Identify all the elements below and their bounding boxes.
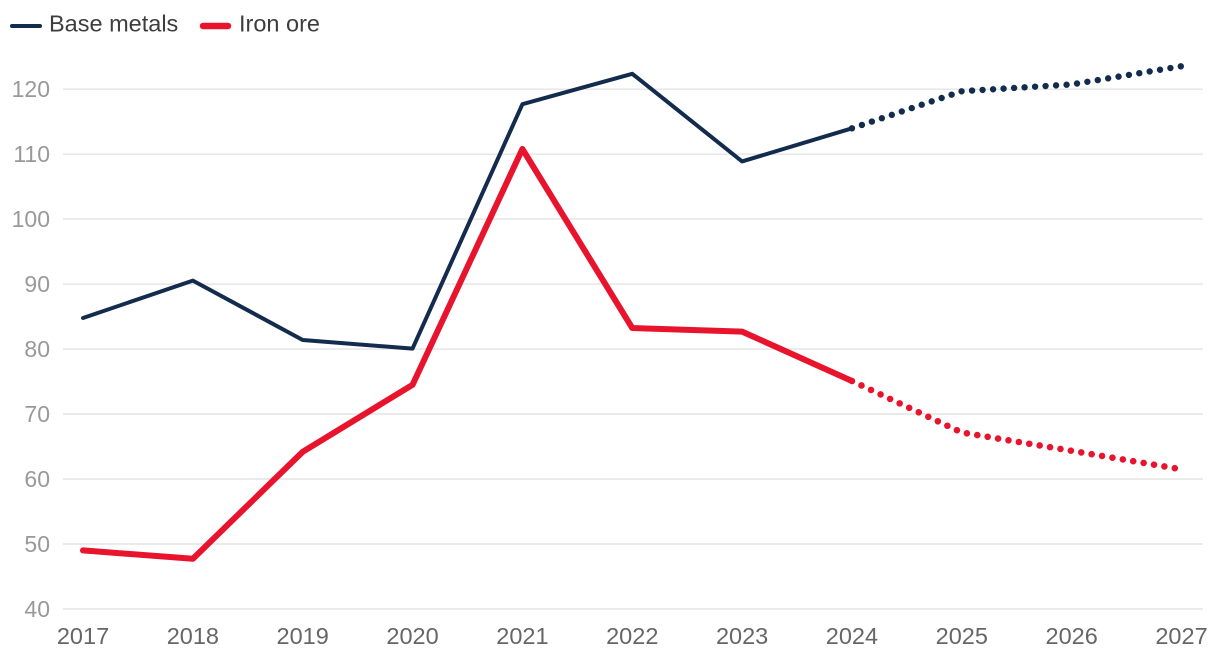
svg-text:40: 40 <box>24 596 50 622</box>
svg-text:50: 50 <box>24 531 50 557</box>
svg-text:Base metals: Base metals <box>49 10 178 36</box>
svg-text:2024: 2024 <box>826 623 878 649</box>
svg-text:90: 90 <box>24 271 50 297</box>
svg-text:2018: 2018 <box>167 623 219 649</box>
svg-text:110: 110 <box>13 141 50 167</box>
svg-text:70: 70 <box>24 401 50 427</box>
svg-text:80: 80 <box>24 336 50 362</box>
svg-text:Iron ore: Iron ore <box>239 10 320 36</box>
svg-text:2027: 2027 <box>1155 623 1207 649</box>
svg-text:2020: 2020 <box>386 623 438 649</box>
svg-text:2017: 2017 <box>57 623 109 649</box>
svg-text:2023: 2023 <box>716 623 768 649</box>
svg-text:2026: 2026 <box>1046 623 1098 649</box>
svg-text:2022: 2022 <box>606 623 658 649</box>
svg-text:2025: 2025 <box>936 623 988 649</box>
svg-text:2019: 2019 <box>277 623 329 649</box>
svg-text:100: 100 <box>12 206 50 232</box>
svg-text:2021: 2021 <box>496 623 548 649</box>
svg-text:60: 60 <box>24 466 50 492</box>
svg-text:120: 120 <box>12 76 50 102</box>
